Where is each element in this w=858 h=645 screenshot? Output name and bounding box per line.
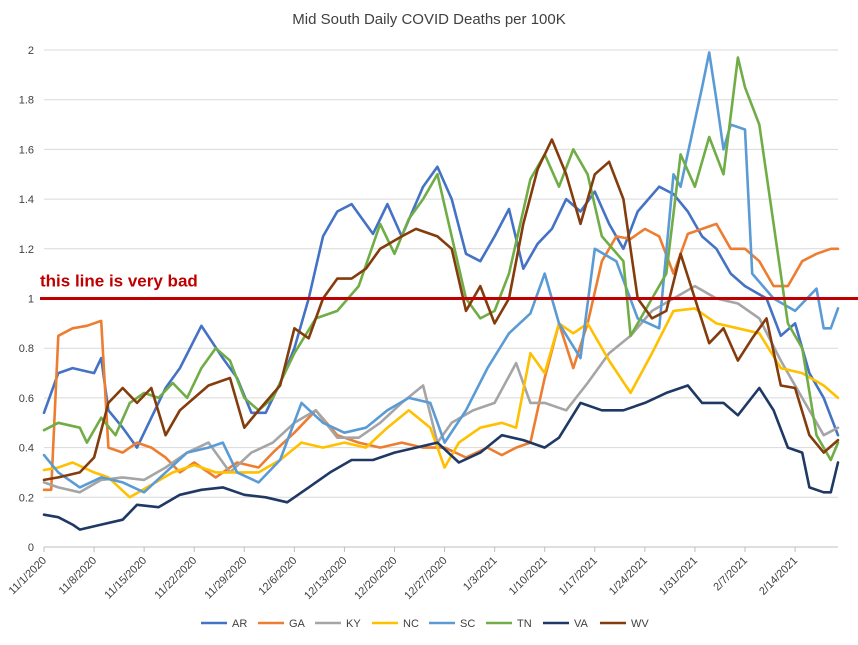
y-tick-label: 1.4: [19, 194, 34, 206]
legend-label: GA: [289, 618, 306, 630]
series-line-wv: [42, 138, 840, 482]
y-tick-label: 1.2: [19, 244, 34, 256]
legend-item-ky: KY: [315, 618, 361, 630]
x-tick-label: 12/6/2020: [256, 555, 299, 598]
y-tick-label: 0.8: [19, 343, 34, 355]
y-tick-label: 2: [28, 45, 34, 57]
legend-item-tn: TN: [486, 618, 532, 630]
y-tick-label: 0.6: [19, 393, 34, 405]
series-lines: [42, 51, 840, 531]
x-tick-label: 11/8/2020: [57, 555, 100, 598]
legend-label: AR: [232, 618, 247, 630]
x-tick-label: 1/24/2021: [607, 555, 650, 598]
y-tick-label: 1: [28, 294, 34, 306]
x-tick-label: 1/10/2021: [507, 555, 550, 598]
x-tick-label: 11/29/2020: [203, 555, 250, 602]
legend-label: TN: [517, 618, 532, 630]
y-axis: 0 0.2 0.4 0.6 0.8 1 1.2 1.4 1.6 1.8 2: [19, 45, 34, 554]
x-axis: 11/1/2020 11/8/2020 11/15/2020 11/22/2020 11…: [7, 546, 838, 602]
x-tick-label: 2/14/2021: [757, 555, 800, 598]
x-tick-label: 11/22/2020: [152, 555, 199, 602]
legend-label: WV: [631, 618, 649, 630]
legend-item-sc: SC: [429, 618, 475, 630]
legend-item-va: VA: [543, 618, 589, 630]
legend-label: SC: [460, 618, 475, 630]
x-tick-label: 11/15/2020: [102, 555, 149, 602]
x-tick-label: 11/1/2020: [7, 555, 50, 598]
series-line-sc: [42, 51, 840, 494]
legend-item-nc: NC: [372, 618, 419, 630]
legend-item-ga: GA: [258, 618, 306, 630]
legend-label: KY: [346, 618, 361, 630]
legend: AR GA KY NC SC TN VA WV: [201, 618, 649, 630]
y-tick-label: 1.6: [19, 144, 34, 156]
x-tick-label: 1/17/2021: [557, 555, 600, 598]
series-line-ky: [42, 284, 840, 494]
legend-item-wv: WV: [600, 618, 649, 630]
chart-title: Mid South Daily COVID Deaths per 100K: [292, 11, 565, 28]
series-line-va: [42, 384, 840, 531]
y-tick-label: 0: [28, 542, 34, 554]
y-tick-label: 0.2: [19, 492, 34, 504]
series-line-ga: [42, 222, 840, 492]
legend-label: VA: [574, 618, 589, 630]
x-tick-label: 12/20/2020: [352, 555, 399, 602]
legend-label: NC: [403, 618, 419, 630]
x-tick-label: 1/31/2021: [657, 555, 700, 598]
series-line-ar: [42, 165, 840, 449]
x-tick-label: 12/27/2020: [402, 555, 449, 602]
y-tick-label: 0.4: [19, 443, 34, 455]
x-tick-label: 1/3/2021: [461, 555, 500, 594]
annotation-label: this line is very bad: [40, 272, 198, 291]
series-line-tn: [42, 56, 840, 462]
y-tick-label: 1.8: [19, 95, 34, 107]
x-tick-label: 2/7/2021: [711, 555, 750, 594]
annotation: this line is very bad: [40, 272, 858, 300]
legend-item-ar: AR: [201, 618, 247, 630]
x-tick-label: 12/13/2020: [302, 555, 349, 602]
